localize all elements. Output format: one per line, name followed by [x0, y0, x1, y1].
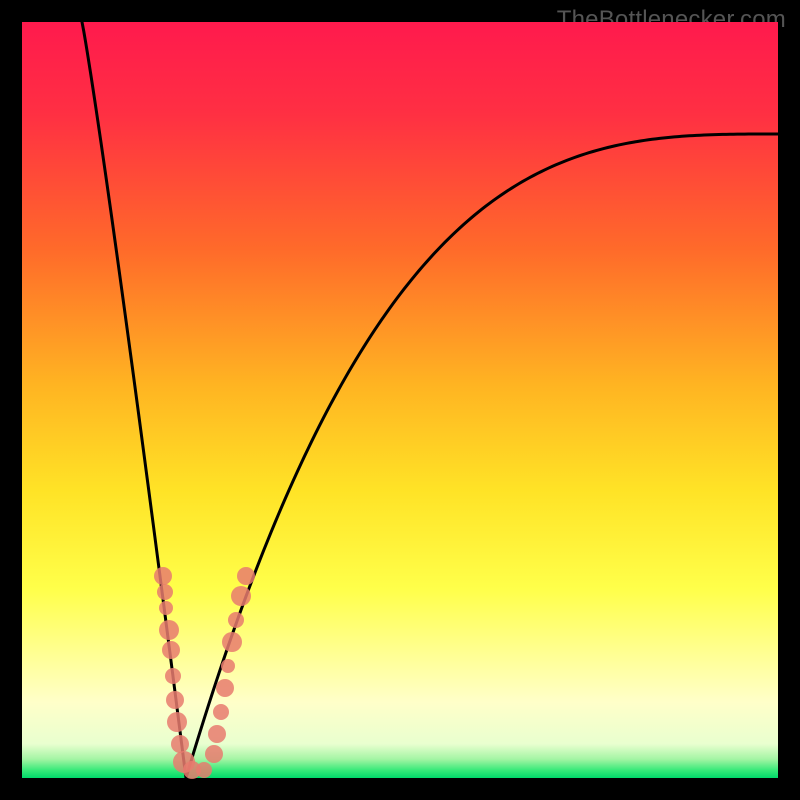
data-marker — [167, 712, 187, 732]
data-marker — [231, 586, 251, 606]
bottleneck-curve — [82, 22, 778, 778]
data-marker — [216, 679, 234, 697]
data-marker — [154, 567, 172, 585]
data-marker — [165, 668, 181, 684]
data-marker — [166, 691, 184, 709]
data-marker — [237, 567, 255, 585]
data-marker — [213, 704, 229, 720]
data-marker — [159, 601, 173, 615]
data-marker — [159, 620, 179, 640]
data-marker — [222, 632, 242, 652]
data-marker — [171, 735, 189, 753]
data-marker — [157, 584, 173, 600]
data-marker — [196, 762, 212, 778]
data-marker — [228, 612, 244, 628]
data-marker — [205, 745, 223, 763]
data-marker — [208, 725, 226, 743]
curve-markers — [154, 567, 255, 779]
plot-area — [22, 22, 778, 778]
data-marker — [162, 641, 180, 659]
data-marker — [221, 659, 235, 673]
chart-root: TheBottlenecker.com — [0, 0, 800, 800]
curve-layer — [22, 22, 778, 778]
